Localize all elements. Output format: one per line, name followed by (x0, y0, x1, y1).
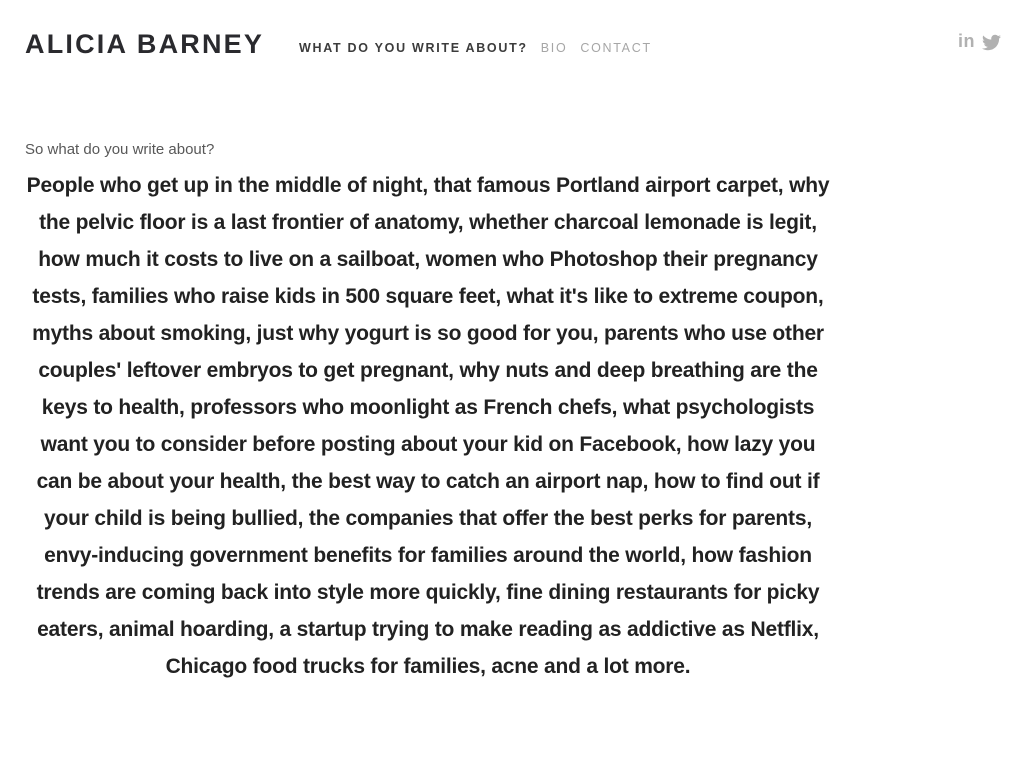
twitter-icon[interactable] (982, 31, 1001, 52)
site-header: ALICIA BARNEY WHAT DO YOU WRITE ABOUT? B… (0, 0, 1024, 100)
social-links: in (958, 31, 1001, 52)
content-column: So what do you write about? People who g… (25, 140, 831, 685)
nav-item-contact[interactable]: CONTACT (580, 41, 652, 55)
intro-question: So what do you write about? (25, 141, 215, 158)
nav-item-bio[interactable]: BIO (540, 41, 568, 55)
topics-paragraph: People who get up in the middle of night… (26, 174, 830, 678)
linkedin-icon[interactable]: in (958, 31, 975, 51)
site-logo[interactable]: ALICIA BARNEY (25, 29, 265, 59)
nav-item-what-do-you-write-about[interactable]: WHAT DO YOU WRITE ABOUT? (299, 41, 528, 55)
main-nav: WHAT DO YOU WRITE ABOUT? BIO CONTACT (299, 41, 652, 55)
